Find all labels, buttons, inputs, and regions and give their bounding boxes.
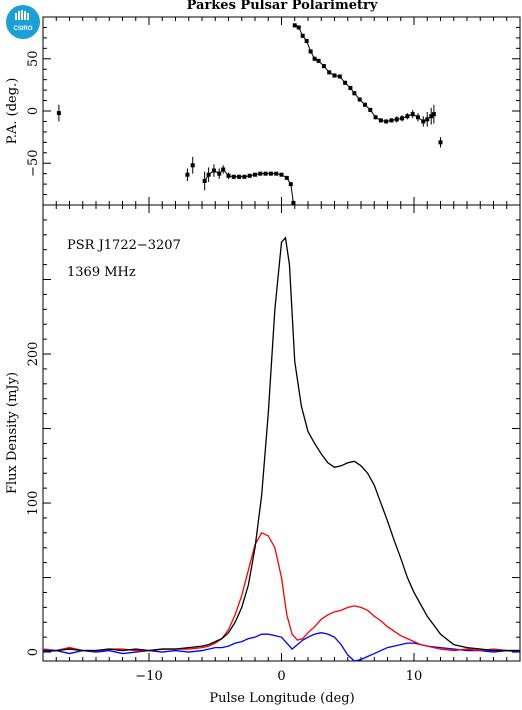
- csiro-logo: CSIRO: [6, 5, 40, 39]
- pa-point: [438, 137, 443, 148]
- chart-title: Parkes Pulsar Polarimetry: [187, 0, 378, 13]
- flux-axis-label: Flux Density (mJy): [5, 372, 20, 494]
- tick-labels: −10 0 10 −50 0 50 0 100 200: [26, 51, 422, 684]
- pa-point: [190, 156, 195, 174]
- circular-intensity-line: [42, 632, 521, 662]
- csiro-logo-text: CSIRO: [13, 26, 32, 32]
- pa-tick-label: 50: [26, 51, 41, 68]
- pa-marker: [292, 23, 297, 28]
- pa-data-points: [56, 23, 443, 205]
- pa-panel-frame: [42, 16, 521, 206]
- x-tick-label: −10: [135, 669, 162, 684]
- pa-point: [185, 168, 190, 181]
- pa-tick-label: 0: [26, 107, 41, 115]
- pulse-longitude-axis-label: Pulse Longitude (deg): [209, 691, 354, 706]
- x-tick-label: 10: [406, 669, 423, 684]
- tick-marks: [43, 17, 520, 661]
- total-intensity-line: [43, 236, 520, 652]
- pa-marker: [56, 111, 61, 116]
- source-name-label: PSR J1722−3207: [67, 238, 181, 253]
- pa-curve: [294, 24, 435, 123]
- linear-intensity-line: [42, 532, 520, 652]
- flux-tick-label: 0: [26, 648, 41, 656]
- flux-tick-label: 100: [26, 491, 41, 516]
- frequency-label: 1369 MHz: [67, 265, 136, 280]
- pa-marker: [438, 140, 443, 145]
- pa-marker: [190, 163, 195, 168]
- pa-marker: [185, 172, 190, 177]
- profile-lines: [42, 236, 521, 662]
- pa-curve: [204, 168, 294, 203]
- pa-axis-label: P.A. (deg.): [5, 78, 20, 145]
- x-tick-label: 0: [277, 669, 285, 684]
- pa-point: [56, 104, 61, 122]
- pa-tick-label: −50: [26, 150, 41, 177]
- flux-tick-label: 200: [26, 342, 41, 367]
